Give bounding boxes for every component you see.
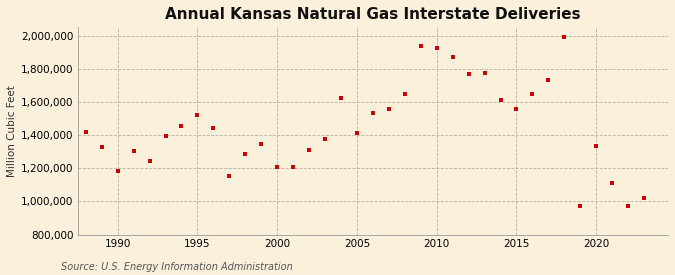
Point — [224, 174, 235, 178]
Point — [591, 144, 601, 148]
Point — [128, 149, 139, 153]
Point — [288, 165, 298, 170]
Point — [192, 113, 202, 117]
Point — [160, 134, 171, 138]
Point — [97, 145, 107, 149]
Point — [335, 96, 346, 100]
Point — [256, 142, 267, 146]
Title: Annual Kansas Natural Gas Interstate Deliveries: Annual Kansas Natural Gas Interstate Del… — [165, 7, 580, 22]
Point — [272, 165, 283, 170]
Point — [320, 137, 331, 141]
Point — [176, 124, 187, 128]
Point — [208, 126, 219, 131]
Point — [240, 152, 250, 156]
Point — [527, 91, 538, 96]
Point — [352, 131, 362, 136]
Point — [559, 35, 570, 39]
Point — [400, 91, 410, 96]
Point — [304, 148, 315, 152]
Text: Source: U.S. Energy Information Administration: Source: U.S. Energy Information Administ… — [61, 262, 292, 272]
Point — [623, 204, 634, 208]
Y-axis label: Million Cubic Feet: Million Cubic Feet — [7, 85, 17, 177]
Point — [431, 46, 442, 50]
Point — [367, 111, 378, 115]
Point — [80, 130, 91, 134]
Point — [112, 169, 123, 173]
Point — [607, 181, 618, 185]
Point — [415, 43, 426, 48]
Point — [383, 106, 394, 111]
Point — [543, 78, 554, 82]
Point — [495, 98, 506, 103]
Point — [511, 106, 522, 111]
Point — [639, 196, 649, 200]
Point — [448, 55, 458, 59]
Point — [479, 71, 490, 75]
Point — [575, 204, 586, 208]
Point — [144, 159, 155, 163]
Point — [463, 72, 474, 76]
